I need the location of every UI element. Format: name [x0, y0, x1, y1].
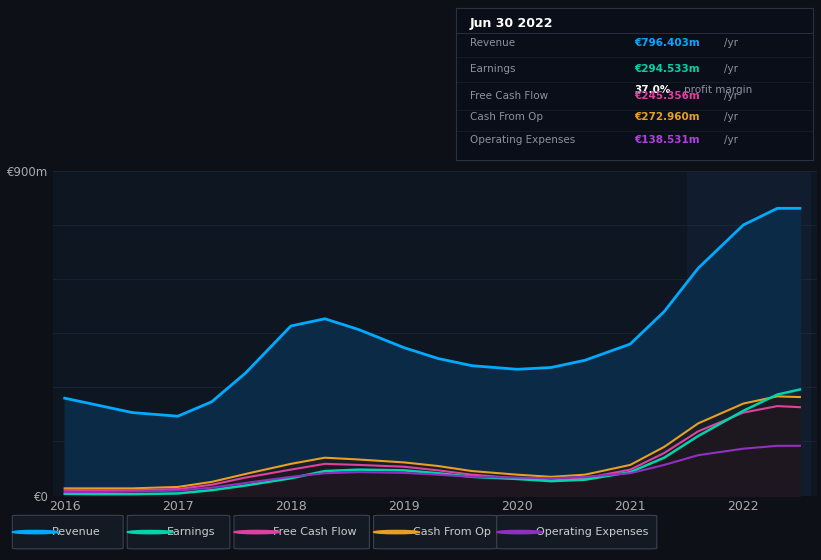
Text: Free Cash Flow: Free Cash Flow [273, 527, 357, 537]
Text: €138.531m: €138.531m [635, 135, 699, 145]
Text: Earnings: Earnings [470, 64, 516, 74]
Circle shape [12, 530, 58, 534]
FancyBboxPatch shape [497, 515, 657, 549]
Text: Cash From Op: Cash From Op [470, 112, 543, 122]
Circle shape [127, 530, 173, 534]
FancyBboxPatch shape [127, 515, 230, 549]
Text: Operating Expenses: Operating Expenses [536, 527, 649, 537]
Text: 37.0%: 37.0% [635, 85, 671, 95]
Text: Free Cash Flow: Free Cash Flow [470, 91, 548, 101]
Circle shape [234, 530, 280, 534]
Text: €245.356m: €245.356m [635, 91, 700, 101]
Circle shape [497, 530, 543, 534]
Text: /yr: /yr [723, 112, 737, 122]
Text: Cash From Op: Cash From Op [413, 527, 491, 537]
Text: Jun 30 2022: Jun 30 2022 [470, 17, 553, 30]
FancyBboxPatch shape [374, 515, 497, 549]
Circle shape [374, 530, 420, 534]
Text: /yr: /yr [723, 135, 737, 145]
Text: Operating Expenses: Operating Expenses [470, 135, 576, 145]
Text: profit margin: profit margin [684, 85, 753, 95]
Text: /yr: /yr [723, 38, 737, 48]
Text: Earnings: Earnings [167, 527, 215, 537]
Text: /yr: /yr [723, 91, 737, 101]
Bar [687, 171, 811, 496]
Text: Revenue: Revenue [470, 38, 515, 48]
Text: €294.533m: €294.533m [635, 64, 699, 74]
FancyBboxPatch shape [12, 515, 123, 549]
Text: €272.960m: €272.960m [635, 112, 699, 122]
Text: Revenue: Revenue [52, 527, 100, 537]
Text: €796.403m: €796.403m [635, 38, 700, 48]
FancyBboxPatch shape [234, 515, 369, 549]
Text: /yr: /yr [723, 64, 737, 74]
